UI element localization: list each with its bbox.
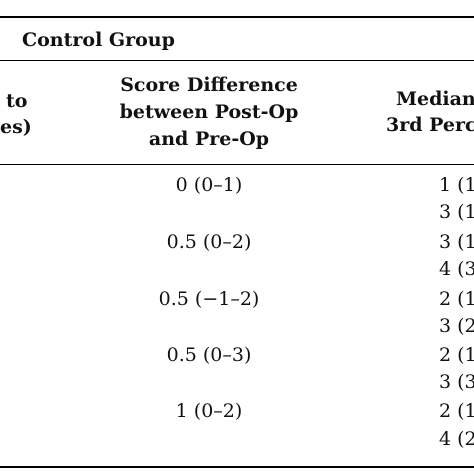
table-cell-score-diff: 1 (0–2)	[175, 400, 243, 422]
table-cell-median: 3 (1	[439, 231, 474, 253]
table-cell-median: 2 (1	[439, 344, 474, 366]
group-header: Control Group	[22, 29, 175, 51]
table-cell-median: 2 (1	[439, 288, 474, 310]
table-cell-median: 4 (2	[439, 428, 474, 450]
group-header-rule	[0, 60, 474, 61]
median-header-line2: 3rd Perc	[386, 114, 474, 136]
table-cell-score-diff: 0.5 (−1–2)	[158, 288, 260, 310]
median-header-line1: Median	[396, 88, 474, 110]
score-diff-header-line2: between Post-Op	[119, 101, 299, 123]
score-diff-header-line1: Score Difference	[120, 74, 298, 96]
table-cell-score-diff: 0.5 (0–3)	[166, 344, 252, 366]
bottom-rule	[0, 466, 474, 468]
table-cell-median: 2 (1	[439, 400, 474, 422]
column-header-rule	[0, 164, 474, 165]
table-cell-score-diff: 0.5 (0–2)	[166, 231, 252, 253]
table-cell-median: 3 (3	[439, 371, 474, 393]
table-cell-median: 4 (3	[439, 258, 474, 280]
left-column-header-line1: to	[6, 90, 28, 112]
table-cell-score-diff: 0 (0–1)	[175, 174, 243, 196]
top-rule	[0, 16, 474, 18]
table-cell-median: 3 (1	[439, 201, 474, 223]
table-cell-median: 3 (2	[439, 315, 474, 337]
table-cell-median: 1 (1	[439, 174, 474, 196]
score-diff-header-line3: and Pre-Op	[148, 128, 270, 150]
left-column-header-line2: es)	[0, 116, 32, 138]
